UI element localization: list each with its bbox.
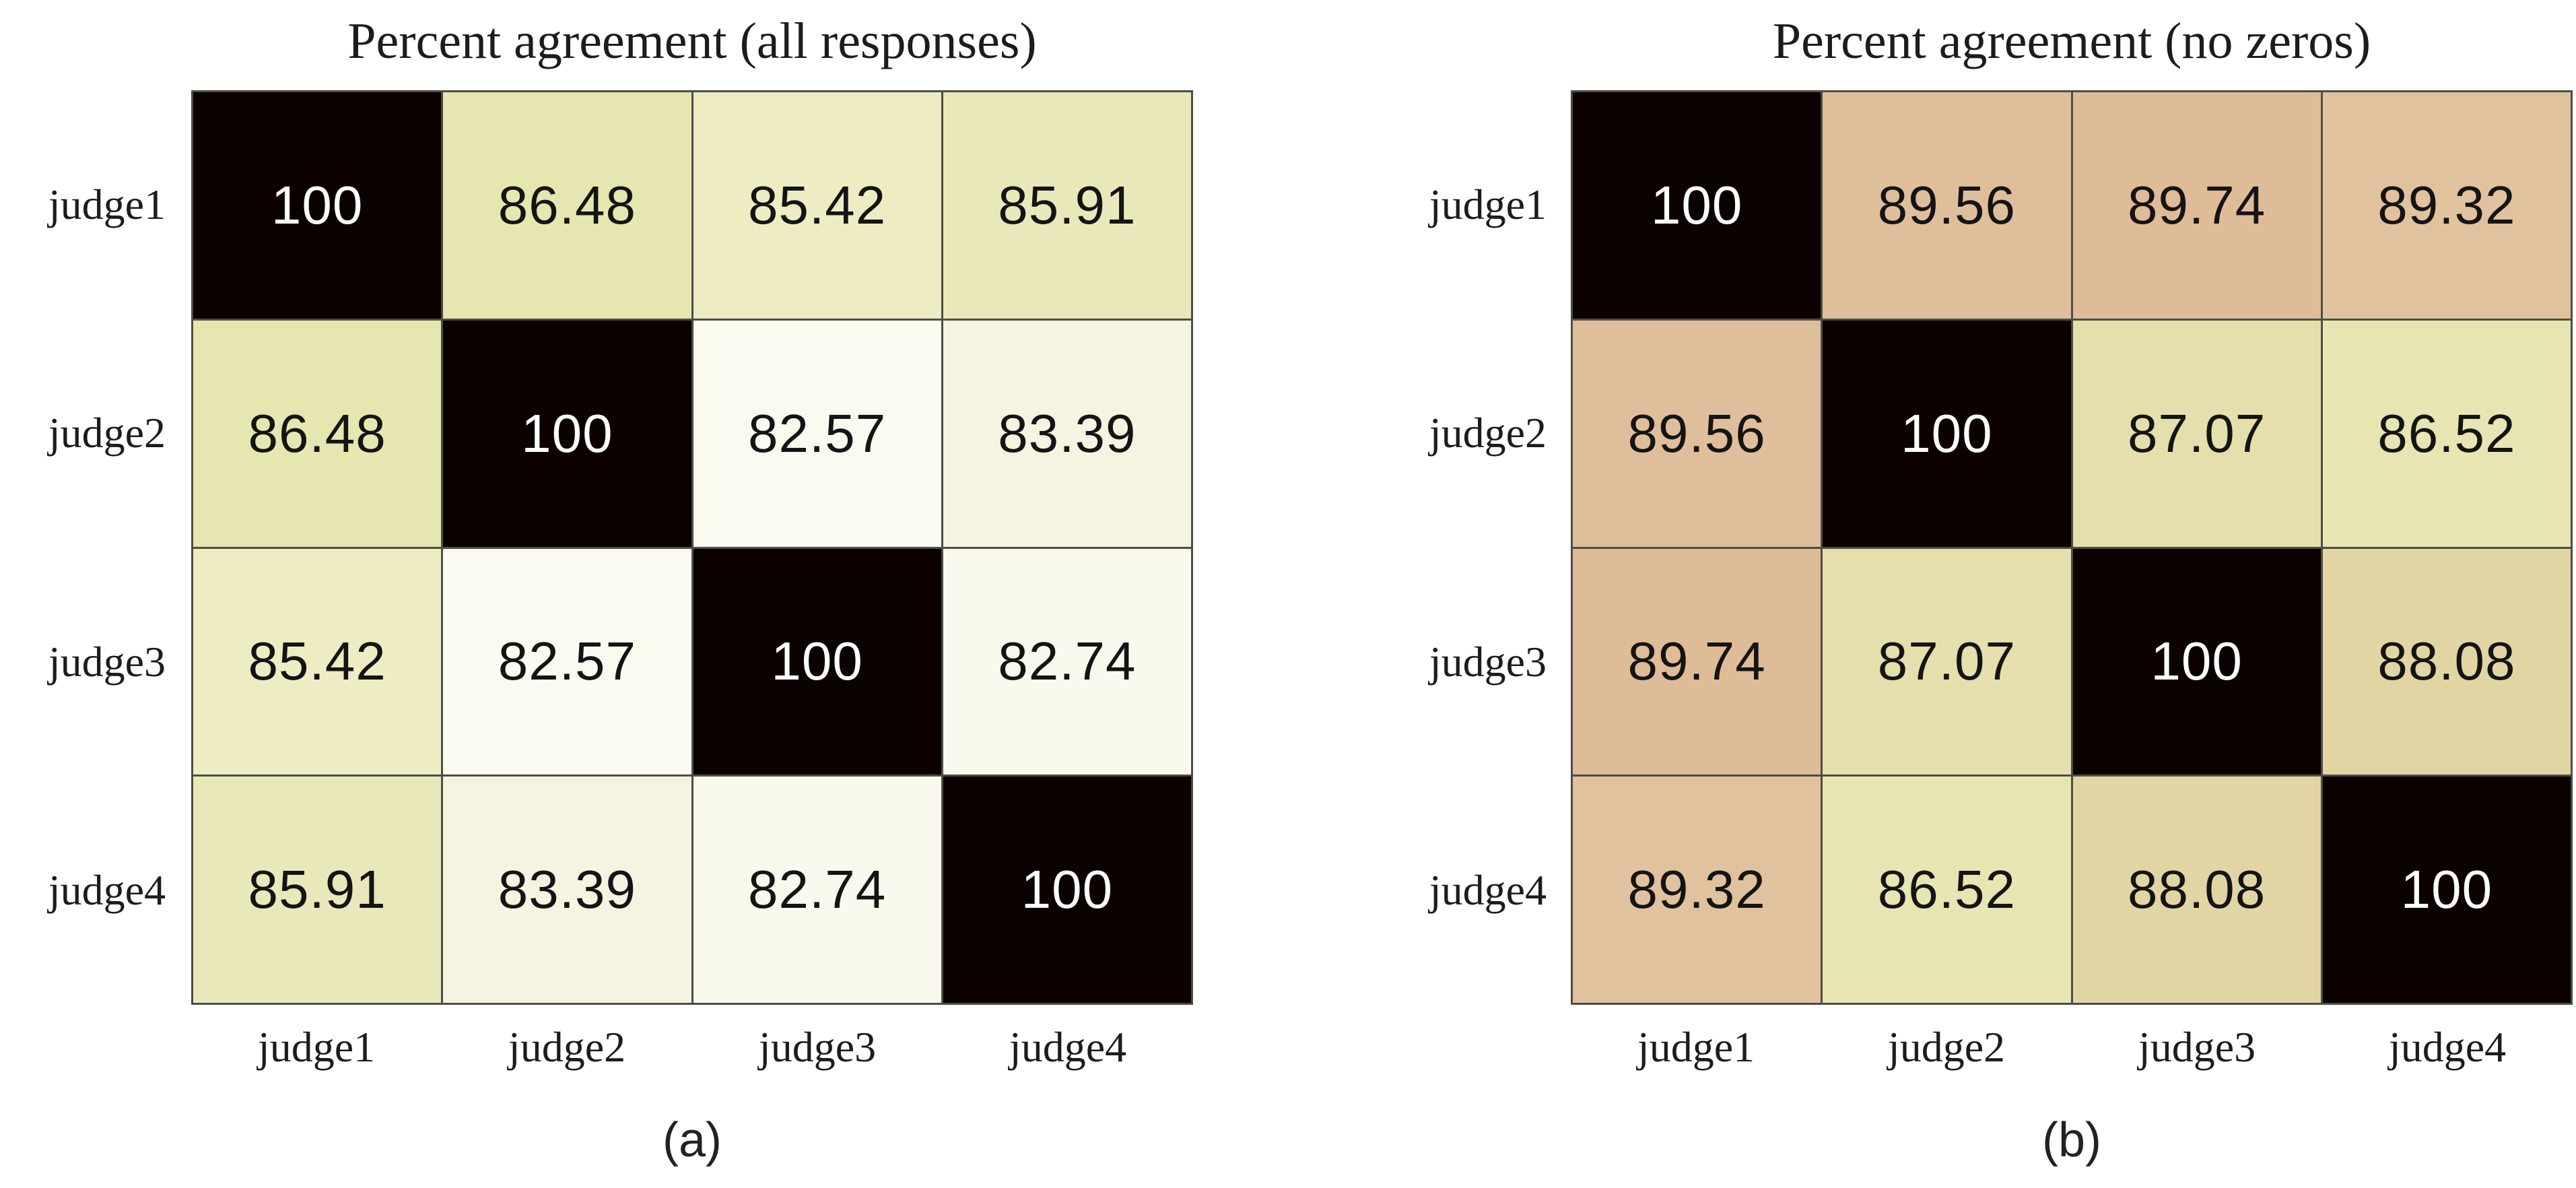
row-label-judge2: judge2 — [48, 409, 166, 457]
cell-judge3-judge3: 100 — [693, 548, 941, 775]
cell-judge1-judge4: 89.32 — [2322, 92, 2571, 319]
panel-b-title: Percent agreement (no zeros) — [1772, 13, 2371, 69]
cell-judge4-judge1: 89.32 — [1573, 777, 1821, 1003]
cell-judge2-judge3: 87.07 — [2072, 320, 2321, 547]
panel-b-col-labels: judge1 judge2 judge3 judge4 — [1571, 1014, 2573, 1081]
cell-judge3-judge4: 82.74 — [943, 548, 1191, 775]
cell-judge4-judge3: 82.74 — [693, 777, 941, 1003]
cell-judge4-judge3: 88.08 — [2072, 777, 2321, 1003]
panel-a-heatmap: 100 86.48 85.42 85.91 86.48 100 82.57 83.39 85.4… — [191, 90, 1193, 1005]
panel-b-caption: (b) — [2042, 1113, 2101, 1167]
row-label-judge4: judge4 — [48, 866, 166, 915]
cell-judge3-judge2: 87.07 — [1823, 548, 2071, 775]
cell-judge3-judge3: 100 — [2072, 548, 2321, 775]
cell-judge1-judge2: 86.48 — [443, 92, 691, 319]
panel-a-caption: (a) — [663, 1113, 722, 1167]
col-label-judge1: judge1 — [257, 1023, 376, 1071]
row-label-judge4: judge4 — [1429, 866, 1547, 915]
cell-judge2-judge1: 89.56 — [1573, 320, 1821, 547]
cell-judge2-judge2: 100 — [443, 320, 691, 547]
col-label-judge2: judge2 — [508, 1023, 626, 1071]
row-label-judge1: judge1 — [48, 180, 166, 228]
row-label-judge2: judge2 — [1429, 409, 1547, 457]
cell-judge2-judge4: 86.52 — [2322, 320, 2571, 547]
panel-a-col-labels: judge1 judge2 judge3 judge4 — [191, 1014, 1193, 1081]
cell-judge1-judge3: 89.74 — [2072, 92, 2321, 319]
cell-judge1-judge1: 100 — [193, 92, 442, 319]
cell-judge2-judge2: 100 — [1823, 320, 2071, 547]
cell-judge1-judge2: 89.56 — [1823, 92, 2071, 319]
cell-judge4-judge4: 100 — [943, 777, 1191, 1003]
cell-judge4-judge1: 85.91 — [193, 777, 442, 1003]
cell-judge3-judge1: 85.42 — [193, 548, 442, 775]
cell-judge1-judge3: 85.42 — [693, 92, 941, 319]
col-label-judge2: judge2 — [1887, 1023, 2006, 1071]
cell-judge3-judge1: 89.74 — [1573, 548, 1821, 775]
row-label-judge3: judge3 — [1429, 637, 1547, 686]
panel-b-row-labels: judge1 judge2 judge3 judge4 — [1379, 90, 1556, 1005]
cell-judge3-judge2: 82.57 — [443, 548, 691, 775]
row-label-judge1: judge1 — [1429, 180, 1547, 228]
panel-a-title: Percent agreement (all responses) — [347, 13, 1037, 69]
cell-judge2-judge3: 82.57 — [693, 320, 941, 547]
cell-judge2-judge1: 86.48 — [193, 320, 442, 547]
panel-a-row-labels: judge1 judge2 judge3 judge4 — [0, 90, 175, 1005]
col-label-judge3: judge3 — [2138, 1023, 2256, 1071]
cell-judge1-judge4: 85.91 — [943, 92, 1191, 319]
cell-judge2-judge4: 83.39 — [943, 320, 1191, 547]
panel-b-heatmap: 100 89.56 89.74 89.32 89.56 100 87.07 86.52 89.7… — [1571, 90, 2573, 1005]
cell-judge1-judge1: 100 — [1573, 92, 1821, 319]
cell-judge3-judge4: 88.08 — [2322, 548, 2571, 775]
col-label-judge1: judge1 — [1637, 1023, 1755, 1071]
row-label-judge3: judge3 — [48, 637, 166, 686]
col-label-judge4: judge4 — [1009, 1023, 1127, 1071]
col-label-judge4: judge4 — [2388, 1023, 2507, 1071]
col-label-judge3: judge3 — [758, 1023, 877, 1071]
cell-judge4-judge2: 86.52 — [1823, 777, 2071, 1003]
cell-judge4-judge4: 100 — [2322, 777, 2571, 1003]
cell-judge4-judge2: 83.39 — [443, 777, 691, 1003]
